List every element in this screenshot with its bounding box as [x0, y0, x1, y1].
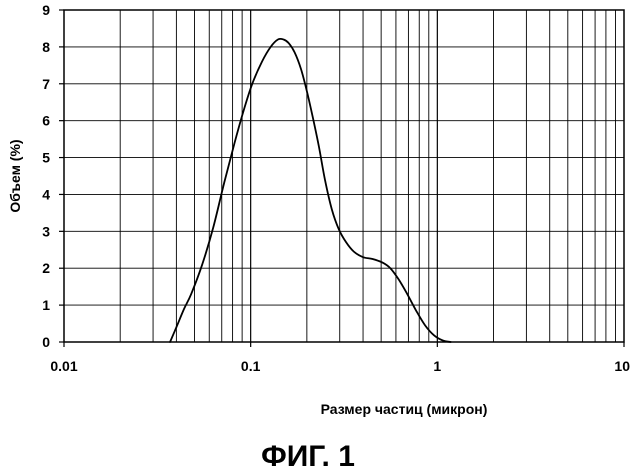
y-axis-title: Объем (%) — [7, 139, 23, 212]
x-tick-label: 1 — [433, 358, 441, 374]
y-tick-label: 7 — [42, 76, 50, 92]
y-axis-ticks: 0 1 2 3 4 5 6 7 8 9 — [42, 2, 64, 350]
y-tick-label: 6 — [42, 113, 50, 129]
grid — [64, 10, 624, 342]
y-tick-label: 8 — [42, 39, 50, 55]
x-axis-title: Размер частиц (микрон) — [321, 401, 488, 417]
y-tick-label: 4 — [42, 186, 50, 202]
x-tick-label: 0.1 — [241, 358, 261, 374]
figure-caption: ФИГ. 1 — [261, 440, 355, 473]
y-tick-label: 0 — [42, 334, 50, 350]
x-tick-label: 0.01 — [50, 358, 77, 374]
y-tick-label: 9 — [42, 2, 50, 18]
y-tick-label: 5 — [42, 150, 50, 166]
y-tick-label: 2 — [42, 260, 50, 276]
plot-frame — [64, 10, 624, 342]
y-tick-label: 3 — [42, 223, 50, 239]
y-tick-label: 1 — [42, 297, 50, 313]
x-tick-label: 10 — [614, 358, 630, 374]
x-axis-ticks: 0.01 0.1 1 10 — [50, 342, 630, 374]
